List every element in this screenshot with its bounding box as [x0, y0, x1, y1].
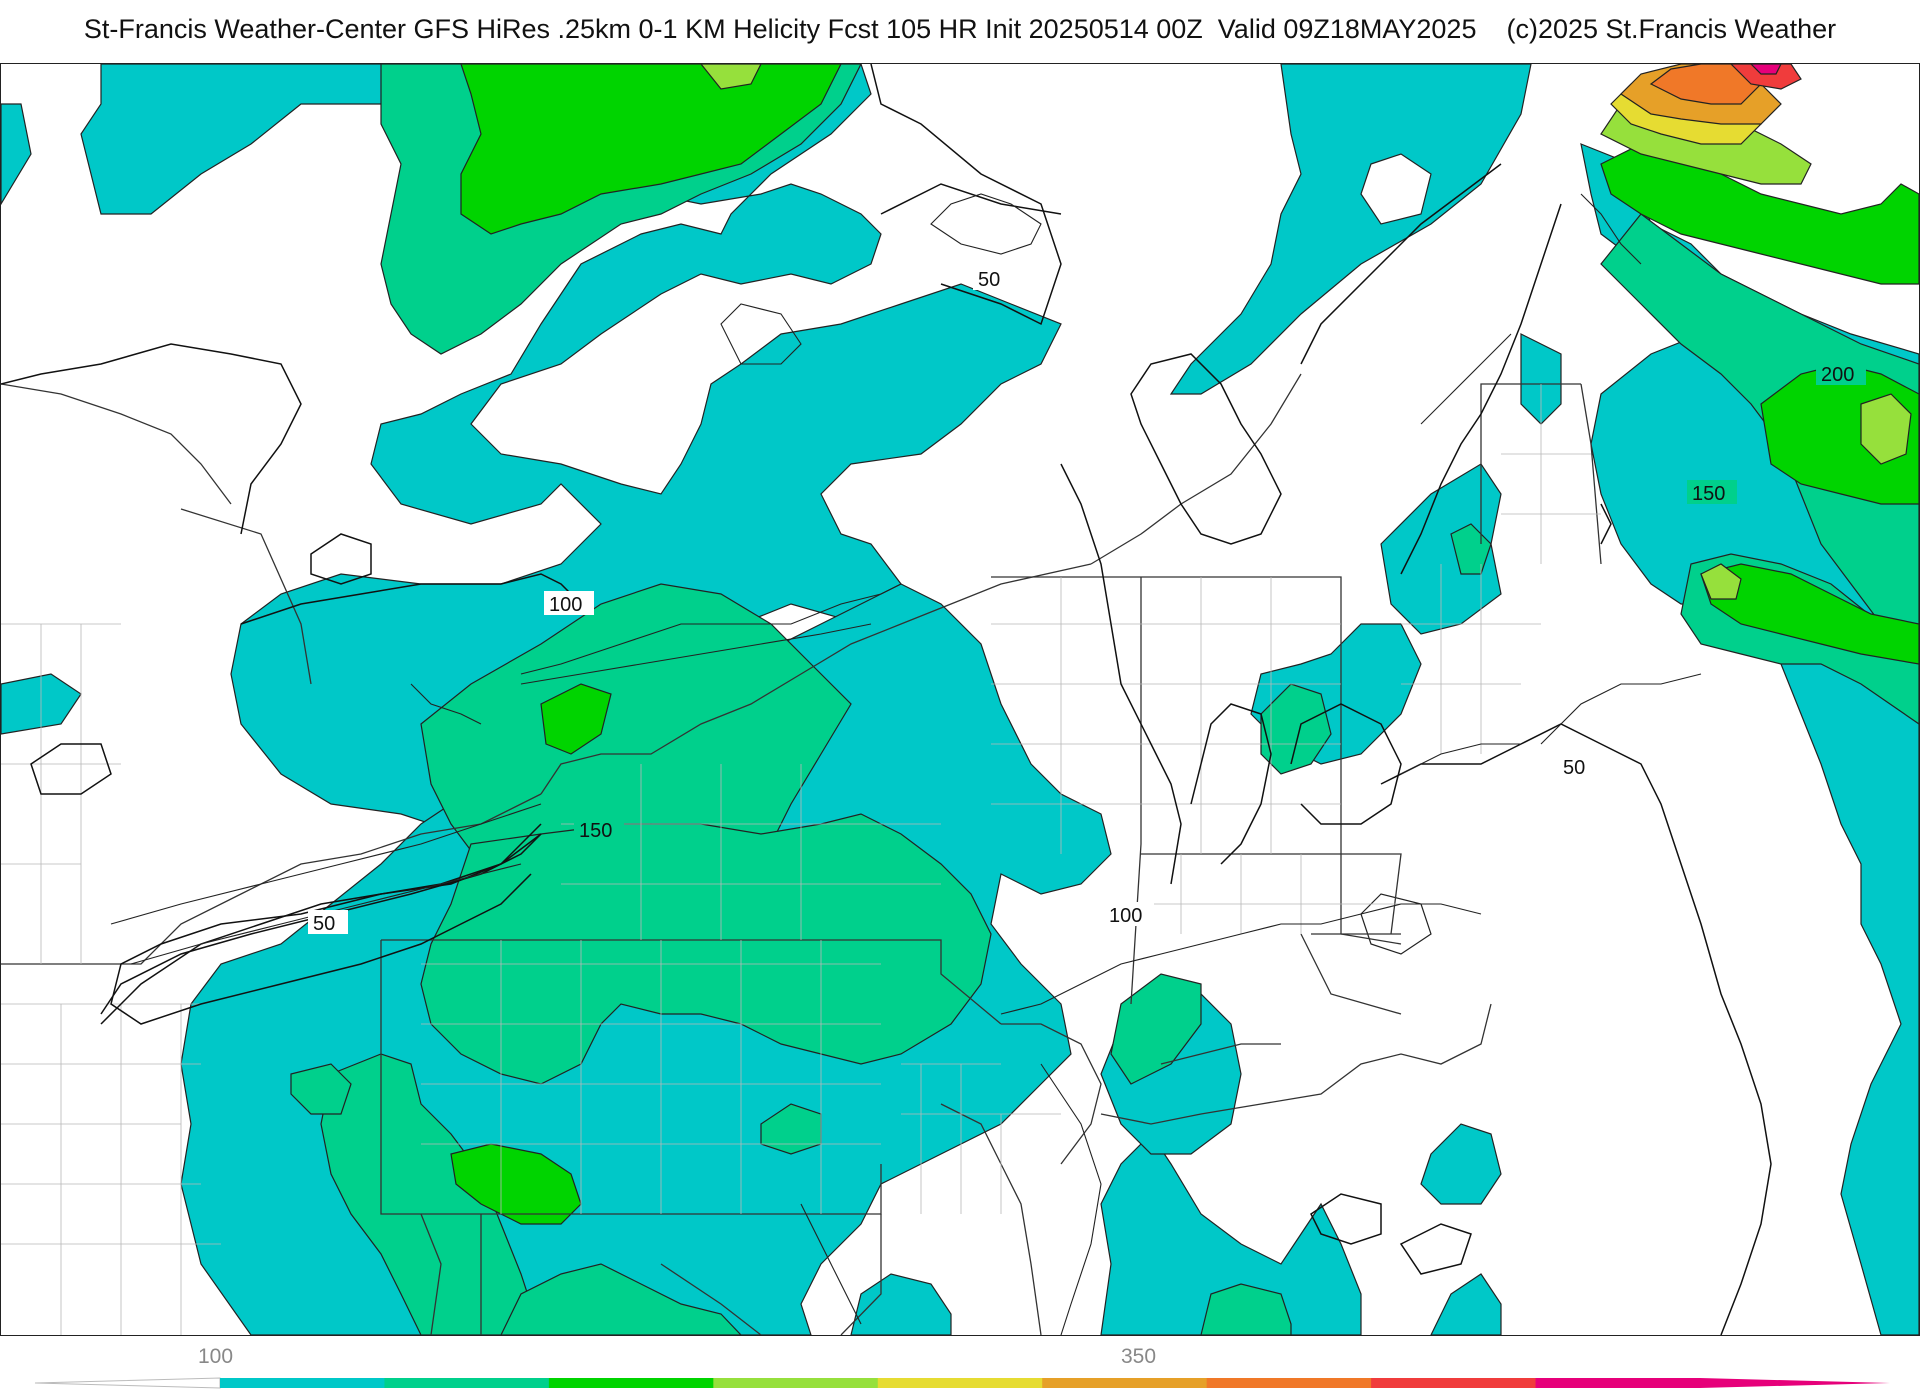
colorbar-segment — [877, 1378, 1043, 1388]
colorbar-segment — [384, 1378, 550, 1388]
contour-label: 200 — [1821, 364, 1854, 386]
map-title: St-Francis Weather-Center GFS HiRes .25k… — [83, 14, 1837, 44]
helicity-band-450-plus — [1730, 64, 1802, 90]
colorbar-segments — [220, 1378, 1701, 1388]
colorbar-segment — [1206, 1378, 1372, 1388]
political-boundaries — [1, 373, 1602, 1335]
county-lines — [1, 384, 1601, 1335]
contour-label: 50 — [978, 269, 1000, 291]
contour-label: 150 — [579, 820, 612, 842]
contour-label: 100 — [1109, 905, 1142, 927]
contour-label: 150 — [1692, 483, 1725, 505]
contour-label: 50 — [1563, 757, 1585, 779]
helicity-map: 50 100 150 50 100 50 200 150 — [0, 63, 1920, 1336]
colorbar-segment — [1371, 1378, 1537, 1388]
colorbar-left-arrow — [34, 1377, 221, 1389]
colorbar-segment — [220, 1378, 385, 1388]
colorbar-tick-label: 100 — [198, 1345, 234, 1368]
colorbar — [34, 1377, 1890, 1389]
helicity-map-canvas: 50 100 150 50 100 50 200 150 — [1, 64, 1919, 1335]
colorbar-right-arrow — [1700, 1378, 1890, 1388]
colorbar-segment — [1535, 1378, 1701, 1388]
contour-label: 50 — [313, 913, 335, 935]
colorbar-segment — [1042, 1378, 1208, 1388]
contour-labels: 50 100 150 50 100 50 200 150 — [308, 266, 1866, 935]
colorbar-tick-label: 350 — [1121, 1345, 1157, 1368]
contour-label: 100 — [549, 594, 582, 616]
colorbar-segment — [713, 1378, 879, 1388]
colorbar-segment — [548, 1378, 714, 1388]
